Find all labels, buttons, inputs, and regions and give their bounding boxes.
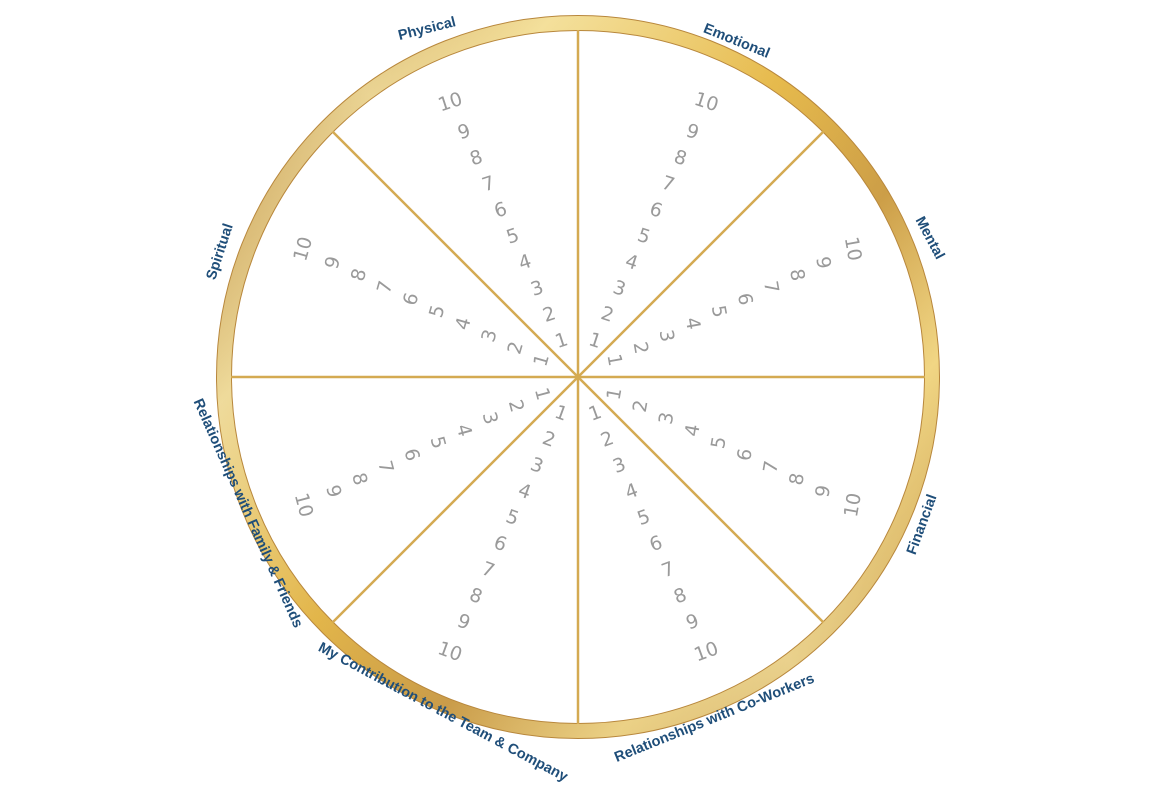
segment-label-relationships-family-friends: Relationships with Family & Friends bbox=[190, 396, 306, 630]
scale-number: 9 bbox=[683, 610, 702, 635]
scale-number: 7 bbox=[759, 279, 783, 295]
scale-number: 5 bbox=[425, 303, 449, 321]
scale-number: 3 bbox=[477, 327, 501, 345]
scale-number: 4 bbox=[515, 479, 534, 504]
spoke-bottom-left bbox=[331, 376, 579, 624]
spoke-bottom-right bbox=[577, 376, 825, 624]
scale-number: 10 bbox=[289, 234, 317, 263]
scale-number: 9 bbox=[811, 483, 835, 499]
scale-number: 1 bbox=[552, 328, 570, 353]
scale-number: 1 bbox=[529, 351, 553, 369]
scale-number: 4 bbox=[681, 316, 705, 332]
scale-number: 7 bbox=[373, 278, 397, 296]
spoke-top-left bbox=[331, 130, 579, 378]
scale-number: 3 bbox=[527, 453, 546, 478]
scale-number: 4 bbox=[516, 250, 534, 275]
scale-number: 6 bbox=[647, 198, 665, 223]
scale-number: 6 bbox=[733, 447, 757, 463]
scale-number: 6 bbox=[491, 198, 509, 223]
scale-number: 1 bbox=[586, 401, 605, 426]
scale-number: 4 bbox=[622, 250, 640, 275]
scale-number: 5 bbox=[635, 224, 653, 249]
scale-number: 10 bbox=[840, 235, 866, 263]
scale-number: 7 bbox=[479, 557, 498, 582]
scale-number: 3 bbox=[655, 328, 679, 344]
scale-number: 1 bbox=[602, 352, 626, 368]
scale-number: 8 bbox=[347, 266, 371, 284]
scale-number: 6 bbox=[491, 531, 510, 556]
scale-number: 5 bbox=[426, 434, 450, 451]
scale-number: 2 bbox=[629, 398, 653, 414]
scale-number: 7 bbox=[659, 557, 678, 582]
scale-number: 3 bbox=[610, 276, 628, 301]
scale-number: 8 bbox=[671, 146, 689, 171]
scale-number: 8 bbox=[671, 584, 690, 609]
scale-number: 8 bbox=[466, 584, 485, 609]
scale-number: 7 bbox=[479, 172, 497, 197]
scale-number: 10 bbox=[290, 491, 318, 520]
scale-number: 1 bbox=[530, 385, 554, 402]
scale-number: 9 bbox=[321, 254, 345, 272]
scale-number: 7 bbox=[373, 458, 397, 475]
scale-number: 4 bbox=[681, 423, 705, 439]
scale-number: 3 bbox=[655, 410, 679, 426]
scale-number: 5 bbox=[707, 304, 731, 320]
scale-number: 8 bbox=[785, 267, 809, 283]
scale-number: 6 bbox=[399, 446, 423, 463]
scale-number: 4 bbox=[451, 315, 475, 333]
scale-number: 3 bbox=[528, 276, 546, 301]
scale-number: 2 bbox=[598, 302, 616, 327]
scale-number: 8 bbox=[467, 146, 485, 171]
scale-number: 10 bbox=[840, 491, 866, 519]
scale-number: 7 bbox=[759, 459, 783, 475]
scale-number: 1 bbox=[552, 401, 571, 426]
scale-number: 2 bbox=[598, 427, 617, 452]
scale-number: 5 bbox=[503, 505, 522, 530]
segment-label-contribution-team-company: My Contribution to the Team & Company bbox=[315, 640, 570, 786]
scale-number: 5 bbox=[707, 435, 731, 451]
scale-number: 2 bbox=[540, 302, 558, 327]
scale-number: 5 bbox=[504, 224, 522, 249]
scale-number: 10 bbox=[691, 88, 721, 116]
scale-number: 2 bbox=[503, 339, 527, 357]
scale-number: 3 bbox=[478, 410, 502, 427]
scale-number: 2 bbox=[504, 397, 528, 414]
scale-number: 9 bbox=[454, 610, 473, 635]
scale-number: 9 bbox=[683, 120, 701, 145]
scale-number: 1 bbox=[586, 328, 604, 353]
scale-number: 2 bbox=[629, 340, 653, 356]
scale-number: 7 bbox=[659, 172, 677, 197]
scale-number: 10 bbox=[691, 637, 721, 666]
scale-number: 4 bbox=[622, 479, 641, 504]
scale-number: 10 bbox=[435, 88, 465, 116]
scale-number: 9 bbox=[321, 483, 345, 500]
spokes bbox=[231, 30, 925, 724]
scale-number: 9 bbox=[811, 255, 835, 271]
spoke-top-right bbox=[577, 130, 825, 378]
outer-ring-outer-edge bbox=[216, 15, 940, 739]
scale-number: 6 bbox=[647, 531, 666, 556]
outer-ring-sheen bbox=[216, 15, 940, 739]
scale-number: 1 bbox=[603, 386, 627, 402]
scale-number: 8 bbox=[785, 471, 809, 487]
scale-number: 5 bbox=[634, 505, 653, 530]
scale-number: 4 bbox=[452, 422, 476, 439]
scale-number: 10 bbox=[435, 637, 465, 666]
scale-number: 9 bbox=[455, 120, 473, 145]
scale-number: 6 bbox=[733, 291, 757, 307]
scale-number: 6 bbox=[399, 290, 423, 308]
scale-number: 3 bbox=[610, 453, 629, 478]
scale-number: 2 bbox=[539, 427, 558, 452]
scale-number: 8 bbox=[347, 470, 371, 487]
